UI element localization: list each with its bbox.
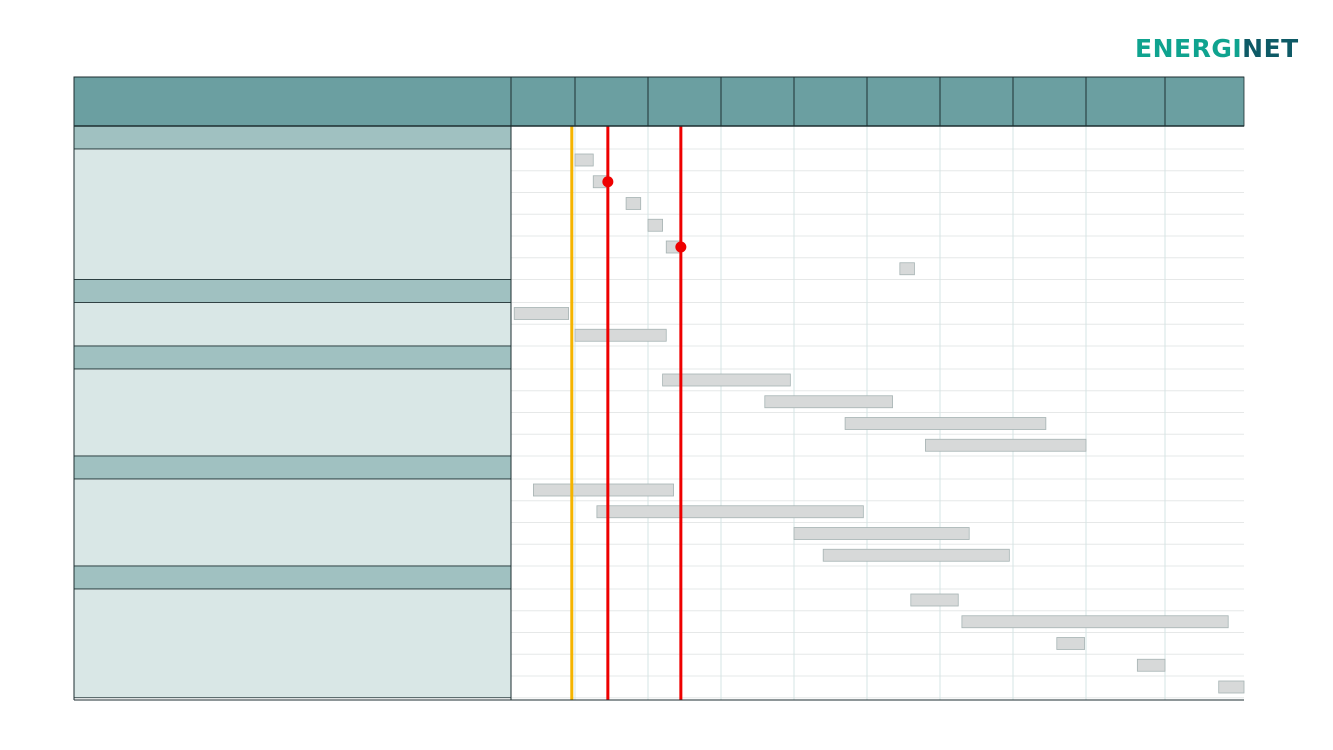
section-row — [73, 565, 512, 590]
task-bar — [596, 505, 864, 519]
task-panel — [73, 588, 512, 699]
energinet-logo: ENERGINET — [1135, 34, 1299, 63]
task-bar — [647, 218, 664, 232]
task-bar — [925, 438, 1087, 452]
task-bar — [899, 262, 915, 276]
task-bar — [574, 153, 594, 167]
section-row — [73, 125, 512, 150]
task-panel — [73, 368, 512, 457]
task-panel — [73, 302, 512, 347]
task-panel — [73, 478, 512, 567]
task-bar — [844, 417, 1047, 430]
task-bar — [1218, 680, 1245, 694]
task-bar — [793, 527, 970, 540]
milestone-dot — [602, 176, 614, 188]
task-bar — [1056, 637, 1085, 650]
section-row — [73, 455, 512, 480]
task-bar — [574, 328, 667, 342]
task-bar — [764, 395, 893, 409]
task-bar — [625, 197, 642, 210]
task-bar — [662, 373, 791, 387]
task-bar — [533, 483, 674, 497]
task-bar — [513, 307, 570, 320]
section-row — [73, 279, 512, 303]
milestone-dot — [675, 241, 687, 253]
task-bar — [910, 593, 959, 607]
task-bar — [961, 615, 1229, 629]
task-panel — [73, 148, 512, 280]
section-row — [73, 345, 512, 370]
task-bar — [1136, 658, 1166, 672]
header-band — [74, 77, 1244, 126]
task-bar — [822, 548, 1010, 562]
